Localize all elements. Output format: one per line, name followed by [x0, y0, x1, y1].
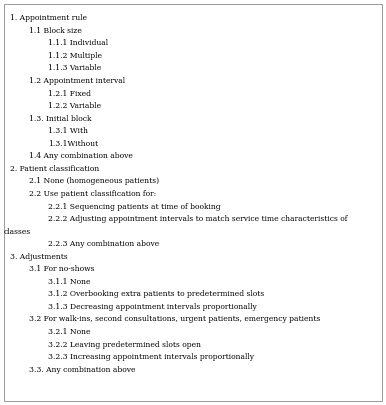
Text: 3. Adjustments: 3. Adjustments — [10, 253, 68, 261]
Text: 1.3.1 With: 1.3.1 With — [48, 127, 88, 135]
Text: 2. Patient classification: 2. Patient classification — [10, 165, 99, 173]
Text: 3.1.2 Overbooking extra patients to predetermined slots: 3.1.2 Overbooking extra patients to pred… — [48, 290, 264, 298]
Text: 3.2.3 Increasing appointment intervals proportionally: 3.2.3 Increasing appointment intervals p… — [48, 353, 254, 361]
Text: 1.1 Block size: 1.1 Block size — [29, 27, 82, 35]
Text: 1.1.1 Individual: 1.1.1 Individual — [48, 39, 108, 47]
Text: 3.2 For walk-ins, second consultations, urgent patients, emergency patients: 3.2 For walk-ins, second consultations, … — [29, 315, 320, 324]
Text: 3.2.1 None: 3.2.1 None — [48, 328, 91, 336]
Text: 3.1 For no-shows: 3.1 For no-shows — [29, 265, 95, 273]
FancyBboxPatch shape — [4, 4, 382, 401]
Text: 2.2.2 Adjusting appointment intervals to match service time characteristics of: 2.2.2 Adjusting appointment intervals to… — [48, 215, 348, 223]
Text: 3.3. Any combination above: 3.3. Any combination above — [29, 366, 135, 374]
Text: 2.2 Use patient classification for:: 2.2 Use patient classification for: — [29, 190, 156, 198]
Text: 1.2.2 Variable: 1.2.2 Variable — [48, 102, 102, 110]
Text: 3.1.1 None: 3.1.1 None — [48, 278, 91, 286]
Text: 1.3. Initial block: 1.3. Initial block — [29, 115, 91, 123]
Text: classes: classes — [4, 228, 31, 236]
Text: 3.1.3 Decreasing appointment intervals proportionally: 3.1.3 Decreasing appointment intervals p… — [48, 303, 257, 311]
Text: 1. Appointment rule: 1. Appointment rule — [10, 14, 86, 22]
Text: 3.2.2 Leaving predetermined slots open: 3.2.2 Leaving predetermined slots open — [48, 341, 201, 349]
Text: 2.1 None (homogeneous patients): 2.1 None (homogeneous patients) — [29, 177, 159, 185]
Text: 1.1.2 Multiple: 1.1.2 Multiple — [48, 52, 102, 60]
Text: 2.2.1 Sequencing patients at time of booking: 2.2.1 Sequencing patients at time of boo… — [48, 202, 221, 211]
Text: 1.1.3 Variable: 1.1.3 Variable — [48, 64, 102, 72]
Text: 2.2.3 Any combination above: 2.2.3 Any combination above — [48, 240, 159, 248]
Text: 1.2.1 Fixed: 1.2.1 Fixed — [48, 90, 91, 98]
Text: 1.2 Appointment interval: 1.2 Appointment interval — [29, 77, 125, 85]
Text: 1.3.1Without: 1.3.1Without — [48, 140, 98, 148]
Text: 1.4 Any combination above: 1.4 Any combination above — [29, 152, 133, 160]
